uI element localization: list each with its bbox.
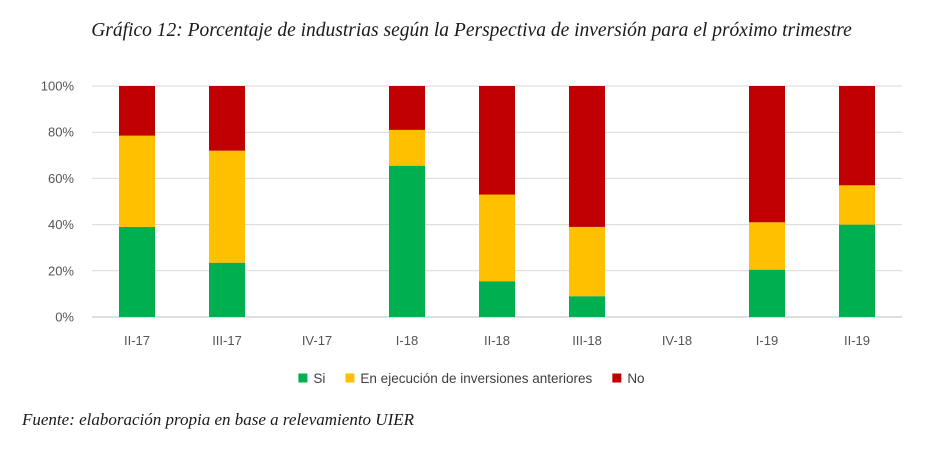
x-tick-label: III-17 bbox=[212, 333, 242, 348]
stacked-bar-chart: 0%20%40%60%80%100% II-17 III-17 IV-17 I-18 I… bbox=[41, 79, 902, 386]
bar-I-19-si bbox=[749, 269, 785, 317]
x-tick-label: I-19 bbox=[756, 333, 778, 348]
x-axis-ticks: II-17 III-17 IV-17 I-18 II-18 III-18 IV-18 I-19… bbox=[124, 333, 870, 348]
bar-I-19-no bbox=[749, 86, 785, 223]
bar-II-18-en bbox=[479, 194, 515, 282]
y-axis-ticks: 0% 20% 40% 60% 80% 100% bbox=[41, 79, 75, 325]
y-tick-label: 0% bbox=[55, 310, 74, 325]
y-tick-label: 80% bbox=[48, 125, 74, 140]
bar-III-17-si bbox=[209, 262, 245, 317]
y-tick-label: 40% bbox=[48, 217, 74, 232]
bar-I-18-en bbox=[389, 129, 425, 166]
bar-III-18-si bbox=[569, 296, 605, 317]
bar-II-19-no bbox=[839, 86, 875, 186]
source-note: Fuente: elaboración propia en base a rel… bbox=[22, 410, 414, 429]
bar-III-17-en bbox=[209, 150, 245, 263]
legend-swatch bbox=[612, 373, 622, 383]
x-tick-label: IV-17 bbox=[302, 333, 332, 348]
bar-III-18-no bbox=[569, 86, 605, 227]
y-tick-label: 60% bbox=[48, 171, 74, 186]
bar-II-17-en bbox=[119, 135, 155, 227]
bar-II-17-si bbox=[119, 226, 155, 317]
bar-III-17-no bbox=[209, 86, 245, 151]
x-tick-label: III-18 bbox=[572, 333, 602, 348]
bar-II-18-si bbox=[479, 281, 515, 317]
legend-label: No bbox=[627, 371, 644, 386]
bars bbox=[119, 86, 875, 317]
bar-II-18-no bbox=[479, 86, 515, 195]
bar-III-18-en bbox=[569, 226, 605, 297]
legend-swatch bbox=[345, 373, 355, 383]
bar-II-19-en bbox=[839, 185, 875, 225]
x-tick-label: IV-18 bbox=[662, 333, 692, 348]
x-tick-label: II-17 bbox=[124, 333, 150, 348]
legend: Si En ejecución de inversiones anteriores… bbox=[298, 371, 645, 386]
chart-title: Gráfico 12: Porcentaje de industrias seg… bbox=[91, 20, 852, 41]
legend-swatch bbox=[298, 373, 308, 383]
bar-I-18-si bbox=[389, 165, 425, 317]
x-tick-label: II-19 bbox=[844, 333, 870, 348]
legend-label: Si bbox=[313, 371, 325, 386]
bar-II-19-si bbox=[839, 224, 875, 317]
bar-I-18-no bbox=[389, 86, 425, 130]
bar-II-17-no bbox=[119, 86, 155, 136]
y-tick-label: 100% bbox=[41, 79, 75, 94]
bar-I-19-en bbox=[749, 222, 785, 270]
x-tick-label: I-18 bbox=[396, 333, 418, 348]
x-tick-label: II-18 bbox=[484, 333, 510, 348]
legend-label: En ejecución de inversiones anteriores bbox=[360, 371, 592, 386]
y-tick-label: 20% bbox=[48, 263, 74, 278]
